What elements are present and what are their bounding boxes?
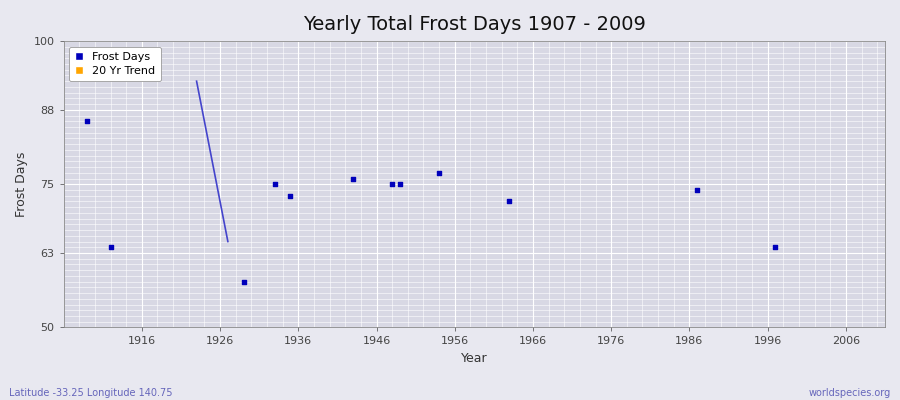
Y-axis label: Frost Days: Frost Days [15,152,28,217]
Point [267,181,282,188]
Point [690,187,705,193]
Point [385,181,400,188]
Point [502,198,517,205]
Title: Yearly Total Frost Days 1907 - 2009: Yearly Total Frost Days 1907 - 2009 [303,15,645,34]
Point [769,244,783,250]
Point [104,244,118,250]
Text: Latitude -33.25 Longitude 140.75: Latitude -33.25 Longitude 140.75 [9,388,173,398]
Point [392,181,407,188]
Point [432,170,446,176]
Text: worldspecies.org: worldspecies.org [809,388,891,398]
Legend: Frost Days, 20 Yr Trend: Frost Days, 20 Yr Trend [69,47,161,81]
Point [346,175,360,182]
Point [237,278,251,285]
X-axis label: Year: Year [461,352,488,365]
Point [80,118,94,124]
Point [284,192,298,199]
